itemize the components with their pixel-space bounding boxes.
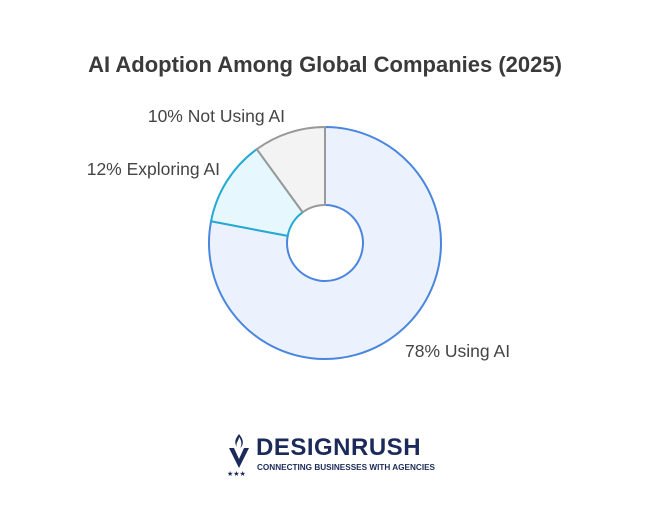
slice-label: 78% Using AI — [405, 341, 510, 361]
logo-tagline: CONNECTING BUSINESSES WITH AGENCIES — [257, 463, 436, 472]
logo-name: DESIGNRUSH — [256, 434, 422, 461]
slice-using-ai — [208, 125, 442, 360]
designrush-emblem-icon: ★★★ — [227, 434, 249, 476]
slice-not-using-ai — [255, 125, 326, 214]
slice-label: 12% Exploring AI — [87, 159, 220, 179]
svg-text:★★★: ★★★ — [227, 470, 246, 476]
slice-label: 10% Not Using AI — [148, 106, 285, 126]
designrush-logo: ★★★ DESIGNRUSH CONNECTING BUSINESSES WIT… — [226, 432, 435, 477]
chart-title: AI Adoption Among Global Companies (2025… — [88, 52, 562, 77]
